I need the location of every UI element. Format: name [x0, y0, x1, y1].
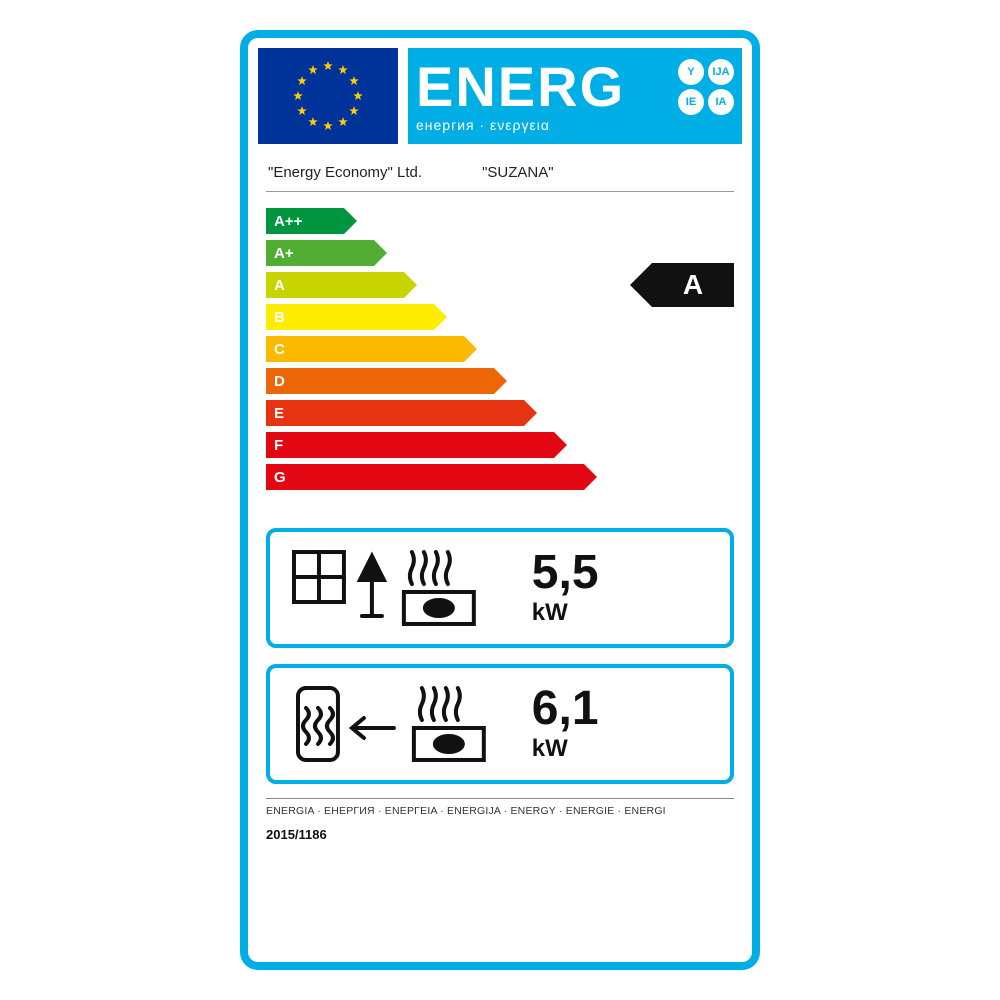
energy-label: ENERG YIJAIEIA енергия · ενεργεια "Energ… — [240, 30, 760, 970]
space-heating-output-box: 5,5 kW — [266, 528, 734, 648]
space-heating-unit: kW — [532, 599, 718, 627]
efficiency-class-arrow: D — [266, 368, 507, 394]
efficiency-class-arrow: G — [266, 464, 597, 490]
efficiency-class-arrow: A — [266, 272, 417, 298]
footer-languages: ENERGIA · ЕНЕРГИЯ · ΕΝΕΡΓΕΙΑ · ENERGIJA … — [266, 798, 734, 819]
efficiency-class-arrow: A++ — [266, 208, 357, 234]
eu-flag-icon — [258, 48, 398, 144]
water-heating-unit: kW — [532, 735, 718, 763]
language-bubble: IE — [678, 89, 704, 115]
language-suffix-bubbles: YIJAIEIA — [678, 59, 734, 115]
space-heating-value: 5,5 — [532, 549, 718, 597]
efficiency-scale: A A++A+ABCDEFG — [266, 208, 734, 508]
water-heating-value: 6,1 — [532, 685, 718, 733]
language-bubble: Y — [678, 59, 704, 85]
energy-title-block: ENERG YIJAIEIA енергия · ενεργεια — [408, 48, 742, 144]
energy-subtitle: енергия · ενεργεια — [416, 117, 734, 133]
efficiency-class-arrow: A+ — [266, 240, 387, 266]
divider — [266, 191, 734, 192]
efficiency-class-arrow: E — [266, 400, 537, 426]
efficiency-class-arrow: F — [266, 432, 567, 458]
regulation-number: 2015/1186 — [248, 819, 752, 852]
language-bubble: IA — [708, 89, 734, 115]
awarded-class-letter: A — [652, 263, 734, 307]
efficiency-class-arrow: B — [266, 304, 447, 330]
efficiency-class-arrow: C — [266, 336, 477, 362]
supplier-name: "Energy Economy" Ltd. — [268, 164, 422, 181]
energy-title: ENERG — [416, 62, 625, 112]
model-name: "SUZANA" — [482, 164, 554, 181]
language-bubble: IJA — [708, 59, 734, 85]
water-heating-icon — [282, 668, 522, 780]
product-info-row: "Energy Economy" Ltd. "SUZANA" — [248, 152, 752, 187]
awarded-class-indicator: A — [630, 263, 734, 307]
water-heating-output-box: 6,1 kW — [266, 664, 734, 784]
space-heating-icon — [282, 532, 522, 644]
header: ENERG YIJAIEIA енергия · ενεργεια — [248, 38, 752, 152]
